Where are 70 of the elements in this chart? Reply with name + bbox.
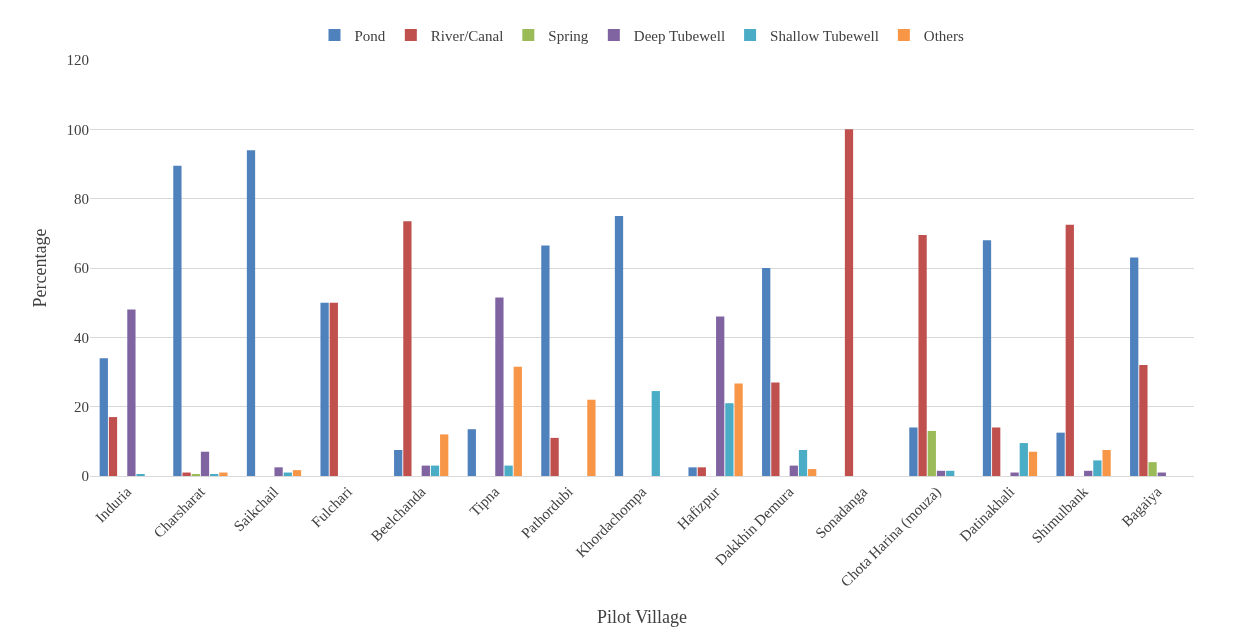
bar [440,434,449,476]
bar [927,430,936,476]
bar [716,316,725,476]
bar [946,470,955,476]
y-tick-label: 80 [74,190,89,207]
bar [936,470,946,476]
bar [504,465,513,476]
bar [274,467,283,476]
bar [771,382,780,476]
bar [467,429,476,476]
bar [320,302,329,476]
bar [1102,450,1111,476]
bar [734,383,743,476]
bar [513,366,522,476]
bar [789,465,798,476]
bar [394,450,403,476]
bar [173,165,182,476]
bar [992,427,1001,476]
bar [982,240,992,476]
legend-label: Spring [548,27,589,44]
bar [1028,451,1038,476]
y-tick-label: 100 [66,121,89,138]
bar [1093,460,1102,476]
bar [99,358,108,476]
y-tick-label: 20 [74,398,89,415]
legend-label: River/Canal [430,27,504,44]
bar [200,451,210,476]
y-axis-title: Percentage [29,228,50,308]
bar [1065,224,1074,476]
bar [495,297,504,476]
bar [808,469,817,476]
bar [798,450,808,476]
y-tick-label: 60 [74,260,89,277]
bar [587,399,596,476]
y-tick-label: 40 [74,329,89,346]
bar [844,129,854,476]
bar [651,391,660,476]
bar [403,221,412,476]
bar [329,302,338,476]
bar [182,472,191,476]
bar [1056,432,1065,476]
y-tick-label: 120 [66,52,89,69]
bar [541,245,550,476]
bar [909,427,918,476]
bar [1148,462,1157,476]
bar [550,437,559,476]
bar [246,150,256,476]
bar [430,465,440,476]
legend-label: Others [923,27,964,44]
bar [219,472,228,476]
legend-label: Pond [354,27,386,44]
y-tick-label: 0 [81,468,89,485]
bar [292,470,302,476]
legend-label: Deep Tubewell [633,27,726,44]
bar [762,268,771,476]
bar [1139,365,1148,476]
bar [697,467,706,476]
bar [918,235,927,476]
bar [1084,470,1093,476]
bar [1010,472,1019,476]
bar [1130,257,1139,476]
bar [614,216,624,476]
bar [1019,443,1028,476]
bar [108,417,118,476]
bar [127,309,136,476]
bar [421,465,430,476]
legend-label: Shallow Tubewell [770,27,879,44]
bar [725,403,734,476]
x-axis-title: Pilot Village [596,606,688,627]
bar [688,467,697,476]
